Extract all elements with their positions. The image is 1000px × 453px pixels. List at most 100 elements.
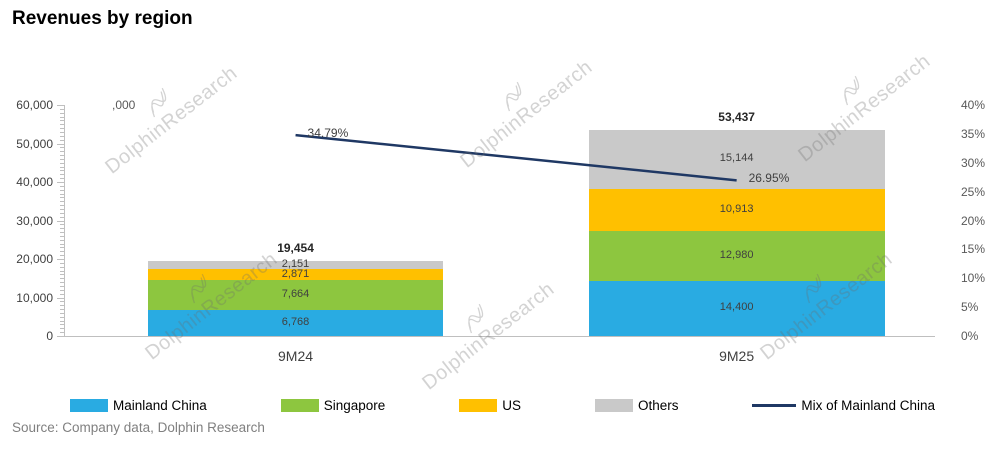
y-axis-minor-tick (60, 197, 64, 199)
mix-line-value-label: 26.95% (748, 171, 790, 186)
y-axis-label: 10,000 (16, 290, 53, 305)
secondary-axis-label: 25% (961, 184, 986, 199)
y-axis-minor-tick (60, 128, 64, 130)
y-axis-minor-tick (60, 162, 64, 164)
chart-title: Revenues by region (12, 8, 193, 29)
y-axis-minor-tick (60, 174, 64, 176)
chart-legend: Mainland China Singapore US Others Mix of Ma… (70, 398, 935, 413)
y-axis-minor-tick (60, 251, 64, 253)
bar-segment-mainland-china (588, 280, 885, 336)
secondary-axis-label: 5% (961, 300, 979, 315)
y-axis-minor-tick (60, 208, 64, 210)
y-axis-minor-tick (60, 193, 64, 195)
y-axis-minor-tick (60, 131, 64, 133)
y-axis-minor-tick (60, 243, 64, 245)
bar-value-label: 6,768 (281, 315, 310, 328)
y-axis-minor-tick (60, 151, 64, 153)
y-axis-minor-tick (60, 274, 64, 276)
y-axis-minor-tick (60, 189, 64, 191)
y-axis-minor-tick (60, 293, 64, 295)
legend-item-mainland-china: Mainland China (70, 398, 207, 413)
legend-swatch (459, 399, 498, 412)
y-axis-label: 60,000 (16, 98, 53, 112)
secondary-axis-label: 10% (961, 271, 986, 286)
y-axis-minor-tick (60, 266, 64, 268)
x-axis-category: 9M24 (278, 348, 314, 364)
y-axis-minor-tick (60, 124, 64, 126)
bar-segment-others (147, 261, 444, 270)
secondary-axis-label: 30% (961, 155, 986, 170)
bar-value-label: 2,151 (281, 258, 310, 271)
bar-value-label: 2,871 (281, 267, 310, 280)
y-axis-minor-tick (60, 285, 64, 287)
bar-total-label: 53,437 (718, 110, 755, 125)
y-axis-minor-tick (60, 112, 64, 114)
x-axis-category: 9M25 (719, 348, 755, 364)
secondary-axis-label: 35% (961, 126, 986, 141)
y-axis-minor-tick (60, 235, 64, 237)
y-axis-minor-tick (60, 170, 64, 172)
y-axis-minor-tick (60, 270, 64, 272)
y-axis-label: 30,000 (16, 213, 53, 228)
y-axis-minor-tick (60, 247, 64, 249)
y-axis-minor-tick (60, 309, 64, 311)
y-axis-major-tick (57, 259, 64, 260)
legend-label: Singapore (323, 398, 386, 413)
y-axis-minor-tick (60, 316, 64, 318)
y-axis-minor-tick (60, 289, 64, 291)
y-axis-minor-tick (60, 155, 64, 157)
y-axis-minor-tick (60, 324, 64, 326)
y-axis-line (64, 105, 65, 336)
y-axis-minor-tick (60, 282, 64, 284)
y-axis-minor-tick (60, 239, 64, 241)
y-axis-minor-tick (60, 228, 64, 230)
y-axis-minor-tick (60, 224, 64, 226)
y-axis-minor-tick (60, 205, 64, 207)
y-axis-label: 20,000 (16, 252, 53, 266)
legend-label: Mainland China (113, 398, 207, 413)
bar-segment-us (147, 269, 444, 281)
legend-label: US (502, 398, 522, 413)
bar-value-label: 7,664 (281, 288, 310, 301)
bar-segment-singapore (147, 280, 444, 310)
y-axis-minor-tick (60, 262, 64, 264)
bar-value-label: 14,400 (719, 301, 754, 314)
source-note: Source: Company data, Dolphin Research (12, 420, 265, 435)
y-axis-minor-tick (60, 201, 64, 203)
secondary-axis-label: 40% (961, 98, 986, 112)
legend-item-mix-of-mainland-china: Mix of Mainland China (752, 398, 935, 413)
y-axis-minor-tick (60, 178, 64, 180)
y-axis-major-tick (57, 220, 64, 222)
x-axis-line (64, 336, 935, 337)
bar-segment-mainland-china (147, 309, 444, 336)
y-axis-minor-tick (60, 232, 64, 234)
y-axis-label: 50,000 (16, 136, 53, 151)
legend-line-marker (752, 404, 797, 407)
y-axis-minor-tick (60, 120, 64, 122)
y-axis-minor-tick (60, 216, 64, 218)
y-axis-minor-tick (60, 116, 64, 118)
y-axis-label: 40,000 (16, 175, 53, 189)
y-axis-label: 0 (46, 329, 53, 343)
legend-swatch (70, 399, 108, 412)
y-axis-minor-tick (60, 255, 64, 257)
bar-segment-singapore (588, 230, 885, 281)
legend-item-us: US (459, 398, 521, 413)
y-axis-minor-tick (60, 312, 64, 314)
secondary-axis-label: 0% (961, 329, 979, 343)
y-axis-minor-tick (60, 278, 64, 280)
mix-line-value-label: 34.79% (307, 126, 349, 141)
secondary-axis-label: 20% (961, 213, 986, 228)
y-axis-minor-tick (60, 320, 64, 322)
y-axis-minor-tick (60, 135, 64, 137)
y-axis-major-tick (57, 336, 64, 337)
y-axis-minor-tick (60, 166, 64, 168)
legend-label: Mix of Mainland China (801, 398, 935, 413)
bar-value-label: 10,913 (719, 202, 754, 215)
legend-swatch (594, 399, 633, 412)
y-axis-minor-tick (60, 328, 64, 330)
y-axis-minor-tick (60, 139, 64, 141)
bar-value-label: 12,980 (719, 248, 754, 261)
